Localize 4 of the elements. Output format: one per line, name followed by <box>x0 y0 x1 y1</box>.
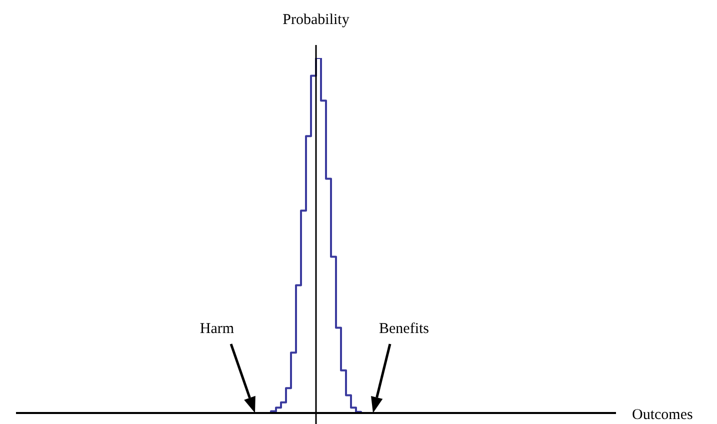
y-axis-title: Probability <box>282 12 350 28</box>
x-axis-title: Outcomes <box>632 407 693 423</box>
annotation: Harm <box>200 321 234 337</box>
annotation: Benefits <box>379 321 430 337</box>
